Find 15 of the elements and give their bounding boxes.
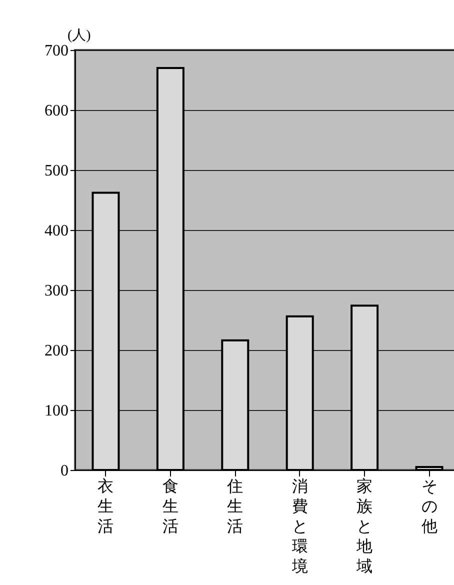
x-tick-label: 衣生活	[98, 478, 114, 536]
y-tick-label: 500	[44, 162, 68, 180]
x-tick-label: その他	[421, 478, 438, 536]
x-tick-label: 家族と地域	[356, 478, 373, 576]
y-axis-title: (人)	[68, 28, 92, 44]
y-tick-label: 0	[60, 462, 68, 480]
x-tick-label: 住生活	[226, 478, 244, 536]
y-tick-label: 300	[44, 282, 68, 300]
x-tick-label: 食生活	[162, 478, 178, 536]
y-tick-label: 100	[44, 402, 68, 420]
y-tick-label: 200	[44, 342, 68, 360]
y-tick-label: 600	[44, 102, 68, 120]
y-tick-label: 400	[44, 222, 68, 240]
x-tick-label: 消費と環境	[290, 478, 308, 576]
y-tick-label: 700	[44, 42, 68, 60]
